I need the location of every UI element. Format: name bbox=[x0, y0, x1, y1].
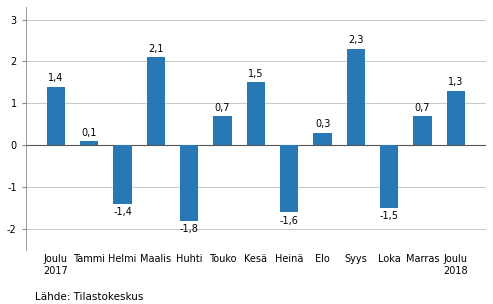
Bar bbox=[113, 145, 132, 204]
Text: -1,8: -1,8 bbox=[180, 224, 199, 234]
Bar bbox=[347, 49, 365, 145]
Text: 0,1: 0,1 bbox=[81, 128, 97, 138]
Bar bbox=[380, 145, 398, 208]
Bar bbox=[213, 116, 232, 145]
Text: 1,3: 1,3 bbox=[448, 78, 463, 88]
Text: -1,5: -1,5 bbox=[380, 212, 399, 221]
Bar bbox=[147, 57, 165, 145]
Text: Lähde: Tilastokeskus: Lähde: Tilastokeskus bbox=[35, 292, 143, 302]
Text: 0,7: 0,7 bbox=[215, 102, 230, 112]
Text: 2,1: 2,1 bbox=[148, 44, 164, 54]
Text: 0,3: 0,3 bbox=[315, 119, 330, 129]
Bar bbox=[414, 116, 432, 145]
Text: 2,3: 2,3 bbox=[348, 36, 364, 46]
Text: -1,6: -1,6 bbox=[280, 216, 299, 226]
Bar bbox=[47, 87, 65, 145]
Bar bbox=[314, 133, 332, 145]
Text: 1,4: 1,4 bbox=[48, 73, 64, 83]
Text: -1,4: -1,4 bbox=[113, 207, 132, 217]
Bar bbox=[80, 141, 98, 145]
Text: 1,5: 1,5 bbox=[248, 69, 264, 79]
Bar bbox=[447, 91, 465, 145]
Bar bbox=[180, 145, 198, 221]
Text: 0,7: 0,7 bbox=[415, 102, 430, 112]
Bar bbox=[280, 145, 298, 212]
Bar bbox=[246, 82, 265, 145]
